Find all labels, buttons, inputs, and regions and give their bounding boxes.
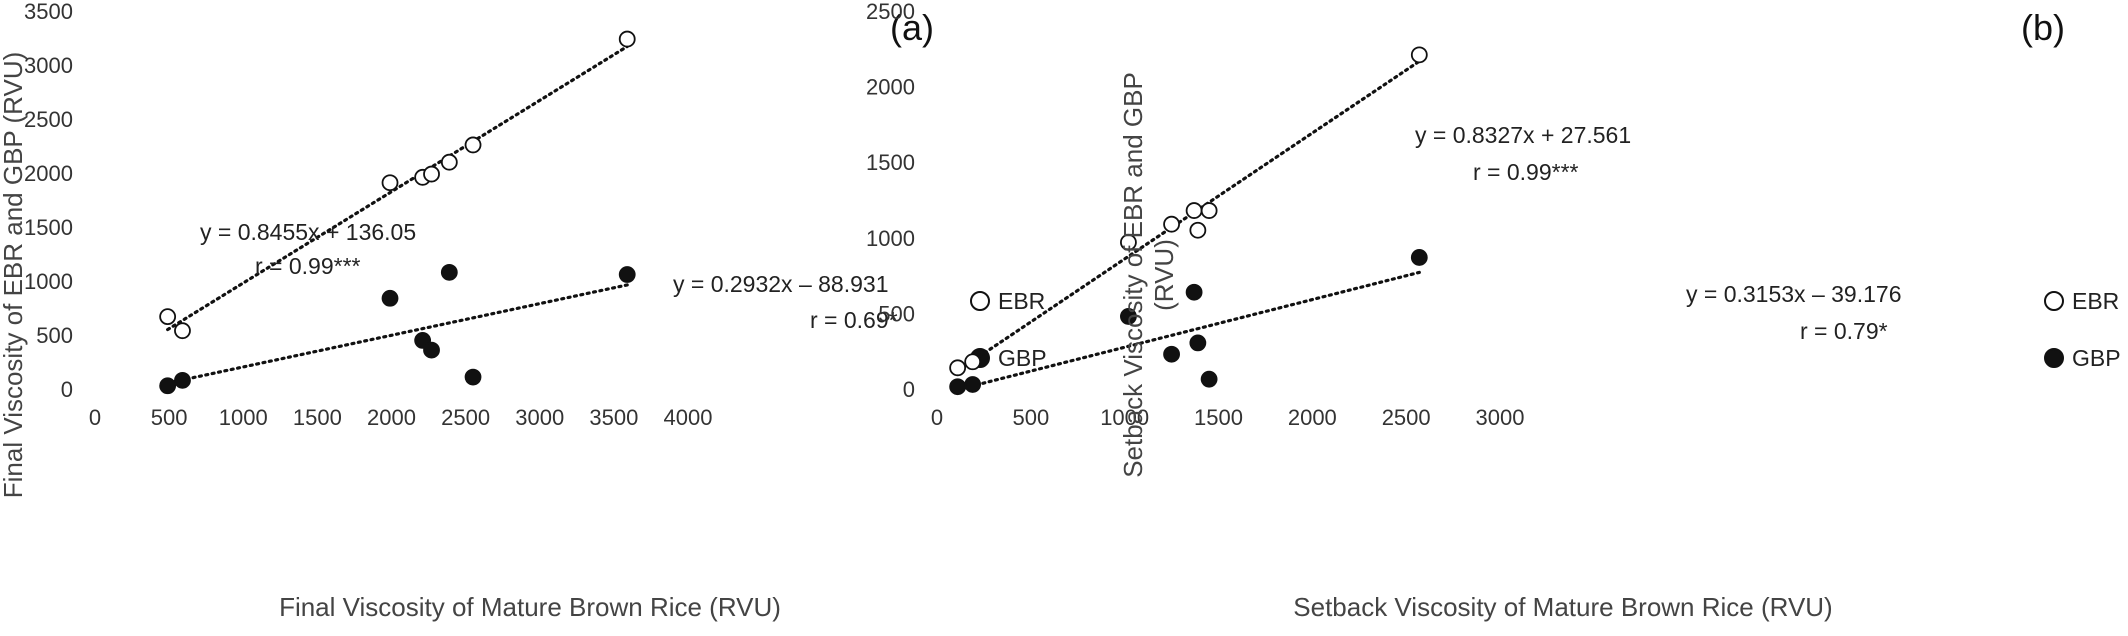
legend-ebr-label-b: EBR <box>2072 288 2119 314</box>
chart-panel-b: 0 500 1000 1500 2000 2500 3000 0 500 1000 1500 200… <box>866 0 2121 622</box>
x-tick-label: 3500 <box>589 405 638 430</box>
y-axis-label-b-line1: Setback Viscosity of EBR and GBP <box>1118 72 1148 478</box>
legend-ebr-marker-a <box>970 291 990 311</box>
ebr-data-point <box>1200 202 1218 219</box>
x-tick-label: 2500 <box>1382 405 1431 430</box>
gbp-data-point <box>464 368 482 386</box>
y-tick-labels: 0 500 1000 1500 2000 2500 3000 3500 <box>24 0 73 402</box>
x-tick-label: 2500 <box>441 405 490 430</box>
x-tick-label: 2000 <box>367 405 416 430</box>
x-tick-labels: 0 500 1000 1500 2000 2500 3000 3500 4000 <box>89 405 713 430</box>
y-axis-label-a: Final Viscosity of EBR and GBP (RVU) <box>0 52 28 499</box>
ebr-data-point <box>440 153 458 171</box>
trendlines <box>956 59 1421 392</box>
legend-a: EBR GBP <box>970 288 1047 371</box>
ebr-data-point <box>949 359 967 377</box>
y-tick-label: 1000 <box>24 269 73 294</box>
ebr-data-point <box>1189 221 1207 239</box>
ebr-equation-b: y = 0.8327x + 27.561 <box>1415 122 1631 148</box>
y-tick-label: 2000 <box>866 75 915 100</box>
gbp-data-point <box>174 371 191 389</box>
x-tick-label: 500 <box>151 405 188 430</box>
gbp-data-point <box>440 263 458 281</box>
legend-gbp-label-b: GBP <box>2072 345 2121 371</box>
y-tick-label: 1500 <box>866 150 915 175</box>
ebr-trendline <box>166 44 629 332</box>
x-axis-label-b: Setback Viscosity of Mature Brown Rice (… <box>1293 592 1832 622</box>
x-tick-label: 2000 <box>1288 405 1337 430</box>
chart-panel-a: 0 500 1000 1500 2000 2500 3000 3500 4000 0 500 100… <box>0 0 1047 622</box>
ebr-data-point <box>1163 215 1180 233</box>
gbp-data-point <box>423 341 440 359</box>
x-tick-label: 0 <box>89 405 101 430</box>
ebr-data-point <box>618 30 636 48</box>
ebr-data-point <box>964 353 982 371</box>
y-axis-label-b-line2: (RVU) <box>1149 239 1179 311</box>
y-tick-label: 2500 <box>24 107 73 132</box>
gbp-data-point <box>964 376 982 393</box>
gbp-r-value-b: r = 0.79* <box>1800 318 1888 344</box>
ebr-data-point <box>1120 233 1137 251</box>
y-tick-label: 500 <box>878 301 915 326</box>
x-tick-label: 3000 <box>515 405 564 430</box>
gbp-data-point <box>1189 334 1207 352</box>
ebr-data-point <box>464 136 482 154</box>
gbp-data-point <box>1200 370 1218 388</box>
y-tick-label: 2000 <box>24 161 73 186</box>
gbp-data-point <box>381 289 399 307</box>
gbp-data-point <box>1120 308 1137 325</box>
panel-label-b: (b) <box>2021 7 2065 48</box>
gbp-data-point <box>618 266 636 283</box>
panel-label-a: (a) <box>890 7 934 48</box>
y-tick-label: 0 <box>903 377 915 402</box>
ebr-data-point <box>381 174 399 192</box>
legend-ebr-marker-b <box>2044 291 2064 311</box>
ebr-data-point <box>174 322 191 340</box>
gbp-trendline <box>956 270 1421 392</box>
gbp-data-point <box>1163 345 1180 363</box>
legend-gbp-label-a: GBP <box>998 345 1047 371</box>
legend-gbp-marker-b <box>2044 348 2064 368</box>
x-tick-label: 0 <box>931 405 943 430</box>
ebr-r-value-a: r = 0.99*** <box>255 253 361 279</box>
y-tick-label: 1500 <box>24 215 73 240</box>
x-tick-label: 1500 <box>1194 405 1243 430</box>
gbp-trendline <box>166 283 629 385</box>
gbp-equation-b: y = 0.3153x – 39.176 <box>1686 281 1901 307</box>
y-tick-label: 0 <box>61 377 73 402</box>
y-tick-labels: 0 500 1000 1500 2000 2500 <box>866 0 915 402</box>
x-tick-labels: 0 500 1000 1500 2000 2500 3000 <box>931 405 1525 430</box>
gbp-data-point <box>1410 249 1428 266</box>
x-tick-label: 1000 <box>219 405 268 430</box>
ebr-data-point <box>423 165 440 183</box>
gbp-equation-a: y = 0.2932x – 88.931 <box>673 271 888 297</box>
x-tick-label: 1000 <box>1100 405 1149 430</box>
x-tick-label: 500 <box>1012 405 1049 430</box>
x-tick-label: 4000 <box>664 405 713 430</box>
y-tick-label: 1000 <box>866 226 915 251</box>
y-tick-label: 2500 <box>866 0 915 24</box>
gbp-data-point <box>949 378 967 396</box>
gbp-data-point <box>159 377 177 395</box>
y-tick-label: 500 <box>36 323 73 348</box>
gbp-data-point <box>1185 283 1203 301</box>
ebr-equation-a: y = 0.8455x + 136.05 <box>200 219 416 245</box>
legend-ebr-label-a: EBR <box>998 288 1045 314</box>
y-tick-label: 3000 <box>24 53 73 78</box>
y-tick-label: 3500 <box>24 0 73 24</box>
x-tick-label: 1500 <box>293 405 342 430</box>
legend-b: EBR GBP <box>2044 288 2121 371</box>
ebr-data-point <box>159 308 177 326</box>
data-points <box>159 30 636 395</box>
gbp-r-value-a: r = 0.69* <box>810 307 898 333</box>
ebr-data-point <box>1410 46 1428 64</box>
x-axis-label-a: Final Viscosity of Mature Brown Rice (RV… <box>279 592 781 622</box>
data-points <box>949 46 1428 396</box>
x-tick-label: 3000 <box>1476 405 1525 430</box>
trendlines <box>166 44 629 385</box>
ebr-data-point <box>1185 202 1203 219</box>
ebr-r-value-b: r = 0.99*** <box>1473 159 1579 185</box>
